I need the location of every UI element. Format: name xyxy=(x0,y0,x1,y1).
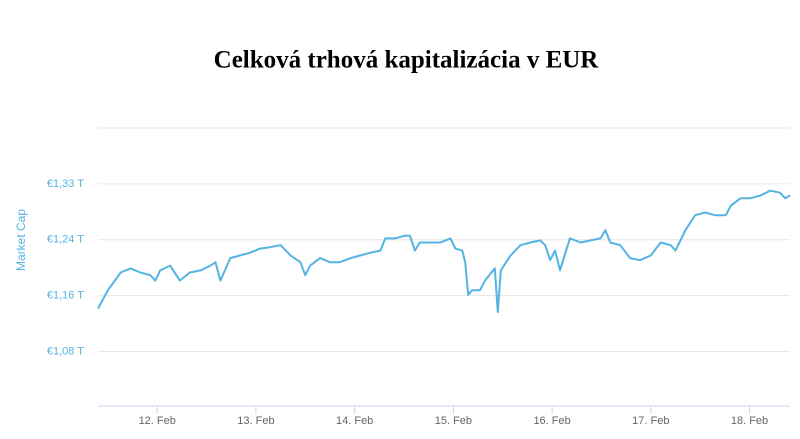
y-tick-label: €1,24 T xyxy=(47,234,84,246)
y-axis-label: Market Cap xyxy=(14,209,28,271)
x-tick-label: 12. Feb xyxy=(139,415,176,427)
x-tick-label: 15. Feb xyxy=(435,415,472,427)
y-tick-label: €1,33 T xyxy=(47,178,84,190)
x-tick-label: 17. Feb xyxy=(632,415,669,427)
x-tick-label: 14. Feb xyxy=(336,415,373,427)
x-tick-label: 18. Feb xyxy=(731,415,768,427)
chart-title: Celková trhová kapitalizácia v EUR xyxy=(214,47,600,74)
y-tick-label: €1,16 T xyxy=(47,290,84,302)
y-tick-label: €1,08 T xyxy=(47,345,84,357)
x-tick-label: 16. Feb xyxy=(533,415,570,427)
x-tick-label: 13. Feb xyxy=(237,415,274,427)
line-series xyxy=(97,189,791,313)
